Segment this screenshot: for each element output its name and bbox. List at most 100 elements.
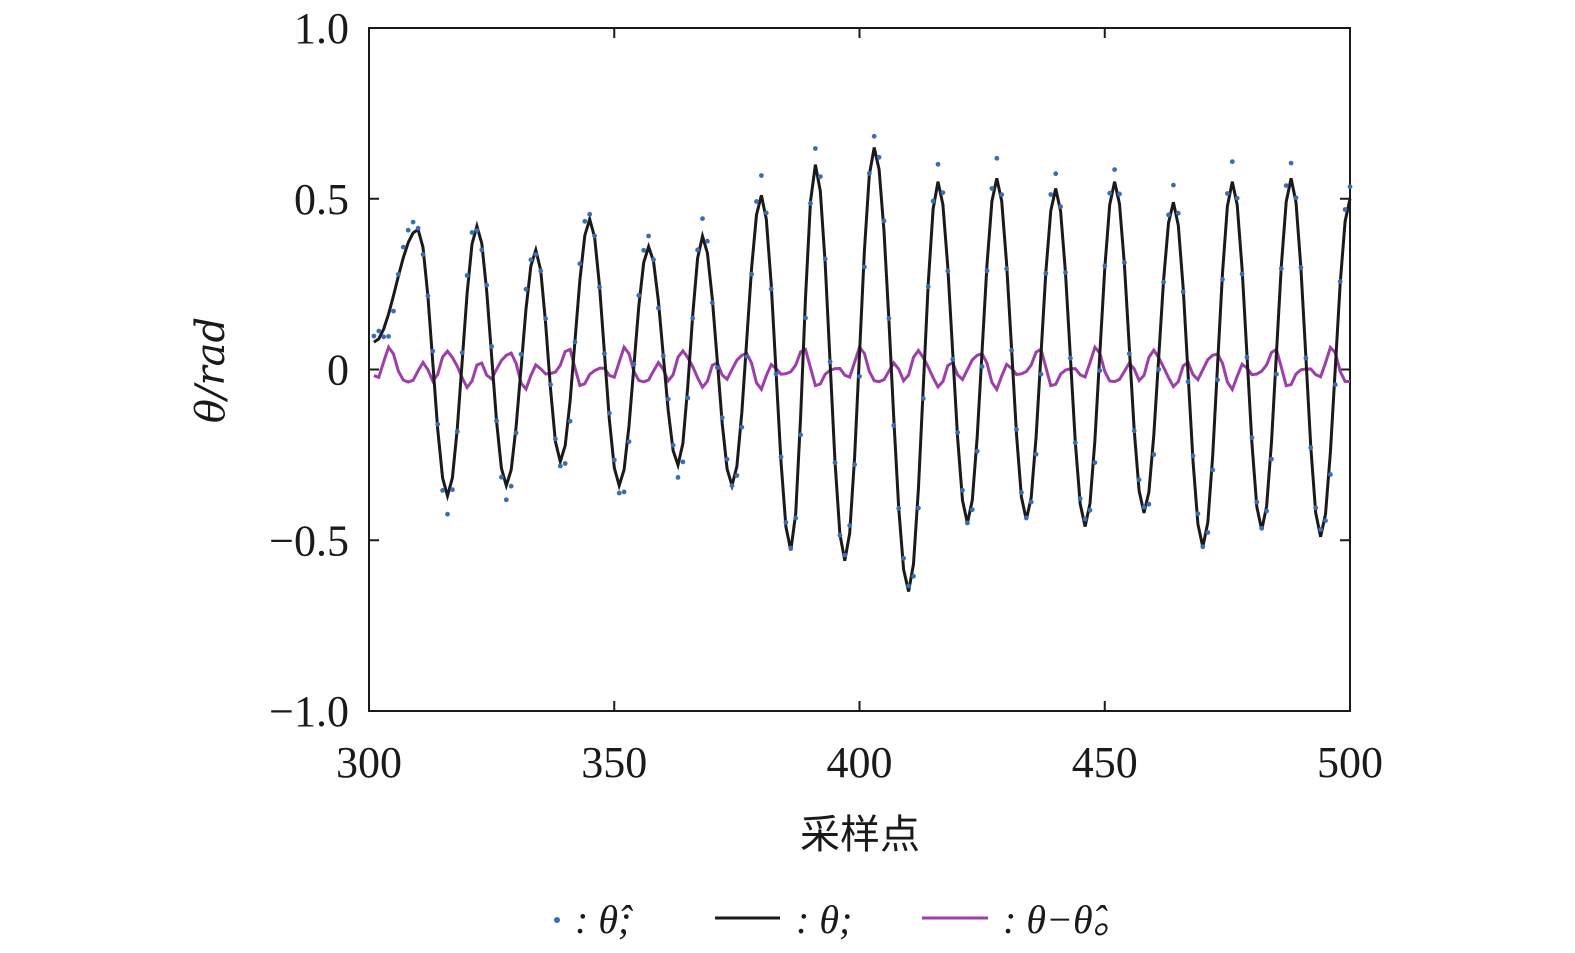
series-theta-hat-point [499,474,504,480]
series-theta-hat-point [695,247,700,253]
series-theta-hat-point [415,225,421,231]
series-theta-hat-point [1225,191,1230,196]
series-theta-hat-point [1166,212,1171,218]
series-theta-hat-point [969,507,975,513]
series-theta-hat-point [1195,511,1201,517]
series-theta-hat-point [1185,379,1191,385]
series-theta-hat-point [808,200,813,206]
series-theta-hat-point [989,186,995,191]
series-theta-hat-point [945,268,951,274]
series-theta-hat-point [1023,515,1029,521]
series-theta-hat-point [1244,354,1250,360]
series-theta-hat-point [1323,518,1328,524]
series-theta-hat-point [773,371,779,377]
series-theta-hat-point [950,356,956,362]
series-theta-hat-point [1087,507,1093,513]
series-theta-hat-point [371,333,377,339]
y-tick-label: 0 [327,346,349,395]
series-theta-hat-point [420,252,426,257]
series-theta-hat-point [1342,207,1348,212]
series-theta-hat-point [533,252,539,257]
series-theta-hat-point [1019,490,1024,495]
series-theta-hat-point [979,364,985,369]
series-theta-hat-point [891,423,897,428]
series-theta-hat-point [1092,460,1098,465]
series-theta-hat-point [925,284,931,290]
series-theta-hat-point [1014,427,1019,432]
series-theta-hat-point [621,489,627,495]
series-theta-hat-point [994,155,1000,161]
series-theta-hat-point [518,351,524,357]
series-theta-hat-point [670,442,676,448]
legend: : θ̂; : θ; : θ−θ̂。 [554,897,1133,942]
x-axis-title: 采样点 [800,812,920,858]
series-theta-hat-point [651,257,656,263]
series-theta-hat-point [1180,289,1186,295]
series-theta-hat-point [1249,435,1255,441]
series-theta-hat-point [675,475,681,480]
series-theta-hat-point [1112,167,1117,173]
series-theta-hat-point [523,286,529,292]
series-theta-hat-point [494,418,499,424]
series-theta-hat-point [440,488,445,493]
series-theta-hat-point [1332,382,1338,387]
series-theta-hat-point [739,424,745,430]
series-theta-hat-point [911,573,916,579]
series-theta-hat-point [1107,190,1113,196]
series-theta-hat-point [965,520,970,526]
series-theta-hat-point [1033,451,1039,457]
series-theta-hat-point [881,218,887,224]
series-theta-hat-point [410,219,416,225]
series-theta-hat-point [1293,195,1299,201]
series-theta-hat-point [1313,505,1319,511]
series-theta-hat-point [817,174,823,180]
series-theta-hat-point [376,328,382,334]
series-theta-hat-point [690,315,696,321]
series-theta-hat-point [1102,263,1108,269]
series-theta-hat-point [680,459,686,465]
series-theta-hat-point [396,271,401,277]
series-theta-hat-point [857,374,862,379]
series-theta-hat-point [631,361,637,367]
series-theta-hat-point [1298,265,1304,270]
series-theta-hat-point [450,487,455,493]
series-theta-hat-point [798,432,803,438]
series-theta-hat-point [1053,171,1059,177]
series-theta-hat-point [469,230,475,235]
series-layer [371,133,1353,592]
series-theta-hat-point [754,199,759,204]
series-theta-hat-point [454,429,460,434]
series-theta-hat-point [611,457,617,463]
series-theta-hat-point [646,233,651,239]
legend-marker-theta-hat [554,917,560,923]
series-theta-hat-point [1347,184,1353,190]
series-theta-hat-point [744,354,750,359]
series-theta-hat-point [425,293,431,299]
series-theta-hat-point [405,227,411,233]
legend-label-theta: : θ; [796,897,852,942]
series-theta-hat-point [700,216,705,222]
series-theta-hat-point [1328,472,1333,477]
y-tick-label: −0.5 [269,516,349,565]
series-theta-hat-point [852,462,857,467]
series-theta-hat-point [1283,183,1289,189]
series-theta-hat-point [508,483,514,489]
series-theta-hat-point [1068,355,1073,361]
series-theta-hat-point [940,190,946,196]
series-theta-hat-point [1146,501,1152,507]
series-theta-hat-point [391,308,396,314]
series-theta-hat-point [641,247,647,253]
series-theta-hat-point [960,487,965,493]
series-theta-hat-point [734,473,740,478]
series-theta-hat-point [626,439,632,444]
series-theta-hat-point [553,436,558,442]
x-ticks: 300 350 400 450 500 [336,28,1383,787]
series-theta-hat-point [592,233,597,239]
series-theta-hat-point [705,238,710,244]
series-theta-hat-point [1274,371,1279,377]
series-theta-hat-point [577,261,583,267]
series-theta-hat-point [582,218,588,224]
series-theta-hat-point [837,532,843,538]
series-theta-hat-point [636,293,642,298]
series-theta-hat-point [503,497,509,503]
